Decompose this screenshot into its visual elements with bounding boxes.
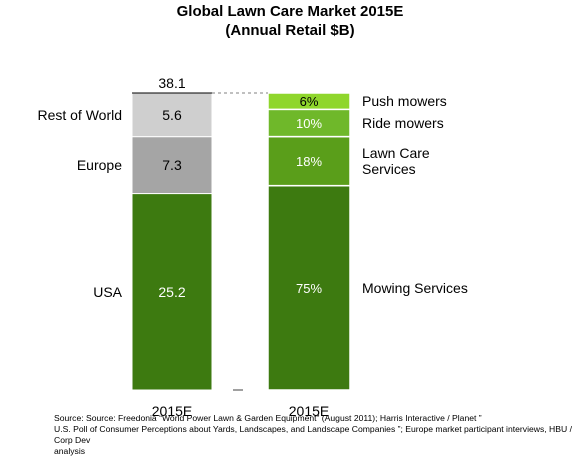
bar-segment bbox=[267, 92, 351, 111]
bar-segment bbox=[267, 184, 351, 391]
bar-segment bbox=[267, 108, 351, 138]
x-tick-label: 2015E bbox=[152, 403, 192, 419]
source-line-3: analysis bbox=[54, 446, 86, 456]
category-label: USA bbox=[93, 284, 122, 300]
source-line-1: Source: Source: Freedonia “World Power L… bbox=[54, 413, 482, 423]
bar-segment bbox=[131, 92, 213, 138]
source-line-2: U.S. Poll of Consumer Perceptions about … bbox=[54, 424, 572, 445]
bar-segment bbox=[131, 193, 213, 391]
chart-title: Global Lawn Care Market 2015E bbox=[176, 3, 404, 20]
legend-label: Lawn Care bbox=[362, 145, 430, 161]
data-label: 7.3 bbox=[162, 157, 182, 173]
data-label: 25.2 bbox=[158, 284, 185, 300]
data-label: 6% bbox=[300, 94, 319, 109]
total-label: 38.1 bbox=[158, 75, 185, 91]
data-label: 75% bbox=[296, 281, 322, 296]
chart-subtitle: (Annual Retail $B) bbox=[225, 22, 355, 39]
data-label: 5.6 bbox=[162, 107, 182, 123]
bar-segment bbox=[267, 135, 351, 187]
category-label: Rest of World bbox=[37, 107, 122, 123]
legend-label: Push mowers bbox=[362, 93, 447, 109]
data-label: 18% bbox=[296, 154, 322, 169]
source-note: Source: Source: Freedonia “World Power L… bbox=[54, 413, 578, 457]
legend-label: Ride mowers bbox=[362, 115, 444, 131]
category-label: Europe bbox=[77, 157, 122, 173]
legend-label: Mowing Services bbox=[362, 280, 468, 296]
legend-label: Services bbox=[362, 161, 416, 177]
x-tick-label: 2015E bbox=[289, 403, 329, 419]
data-label: 10% bbox=[296, 116, 322, 131]
